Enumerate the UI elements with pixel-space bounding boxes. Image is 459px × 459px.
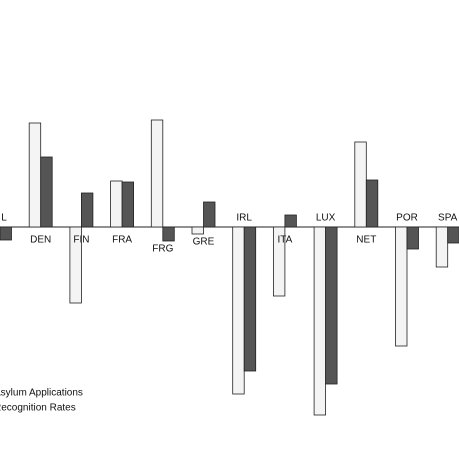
bar <box>28 122 42 228</box>
x-tick-label: IRL <box>236 213 252 224</box>
bar <box>447 226 459 244</box>
x-tick-label: FRA <box>112 235 132 246</box>
bar <box>232 226 245 395</box>
bar <box>0 226 12 241</box>
bar <box>284 214 297 228</box>
x-tick-label: ITA <box>277 235 292 246</box>
legend-label: Asylum Applications <box>0 388 83 399</box>
x-tick-label: SPA <box>438 213 458 224</box>
bar <box>121 181 134 228</box>
bar <box>435 226 449 268</box>
bar <box>191 226 204 235</box>
x-tick-label: FRG <box>152 244 173 255</box>
bar <box>81 192 94 228</box>
bar <box>272 226 286 297</box>
bar <box>150 119 164 228</box>
bar <box>243 226 257 372</box>
x-tick-label: FIN <box>73 235 89 246</box>
bar <box>40 156 53 228</box>
bar <box>354 141 367 228</box>
x-tick-label: NET <box>356 235 376 246</box>
bar <box>406 226 419 250</box>
bar <box>313 226 327 416</box>
bar <box>110 180 123 228</box>
x-tick-label: GRE <box>193 237 215 248</box>
x-tick-label: LUX <box>316 213 336 224</box>
legend-label: Recognition Rates <box>0 403 76 414</box>
x-tick-label: POR <box>396 213 418 224</box>
bar <box>162 226 175 242</box>
bar <box>395 226 408 347</box>
bar <box>365 179 379 228</box>
bar <box>325 226 338 385</box>
x-tick-label: DEN <box>30 235 51 246</box>
bar <box>69 226 82 304</box>
x-tick-label: L <box>1 213 7 224</box>
bar <box>203 201 216 228</box>
